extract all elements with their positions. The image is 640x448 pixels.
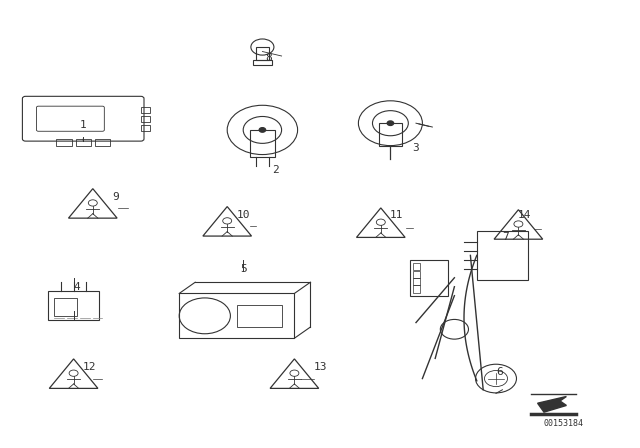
Bar [250,130,275,157]
Bar [379,123,402,146]
Bar [477,231,528,280]
Text: 13: 13 [313,362,327,372]
Text: 14: 14 [518,210,532,220]
Text: 11: 11 [390,210,404,220]
Text: 6: 6 [496,367,502,377]
Text: 00153184: 00153184 [543,419,583,428]
Bar [413,271,420,278]
Text: 2: 2 [272,165,278,175]
Bar [413,285,420,293]
Bar [141,116,150,122]
Text: 1: 1 [80,121,86,130]
Text: 8: 8 [266,53,272,63]
Text: 12: 12 [83,362,97,372]
Bar [413,263,420,270]
Bar [237,305,282,327]
Bar [410,260,448,296]
Bar [56,139,72,146]
Bar [253,60,272,65]
Bar [48,291,99,320]
Polygon shape [538,396,566,412]
Bar [54,298,77,316]
Text: 3: 3 [413,143,419,153]
Bar [179,293,294,338]
Bar [256,47,269,60]
Bar [95,139,110,146]
Text: 5: 5 [240,264,246,274]
Bar [141,107,150,113]
Text: 7: 7 [502,233,509,242]
Bar [141,125,150,131]
Bar [76,139,91,146]
Bar [413,278,420,285]
Text: 9: 9 [112,192,118,202]
Text: 10: 10 [236,210,250,220]
Circle shape [387,121,394,125]
Circle shape [259,128,266,132]
Text: 4: 4 [74,282,80,292]
